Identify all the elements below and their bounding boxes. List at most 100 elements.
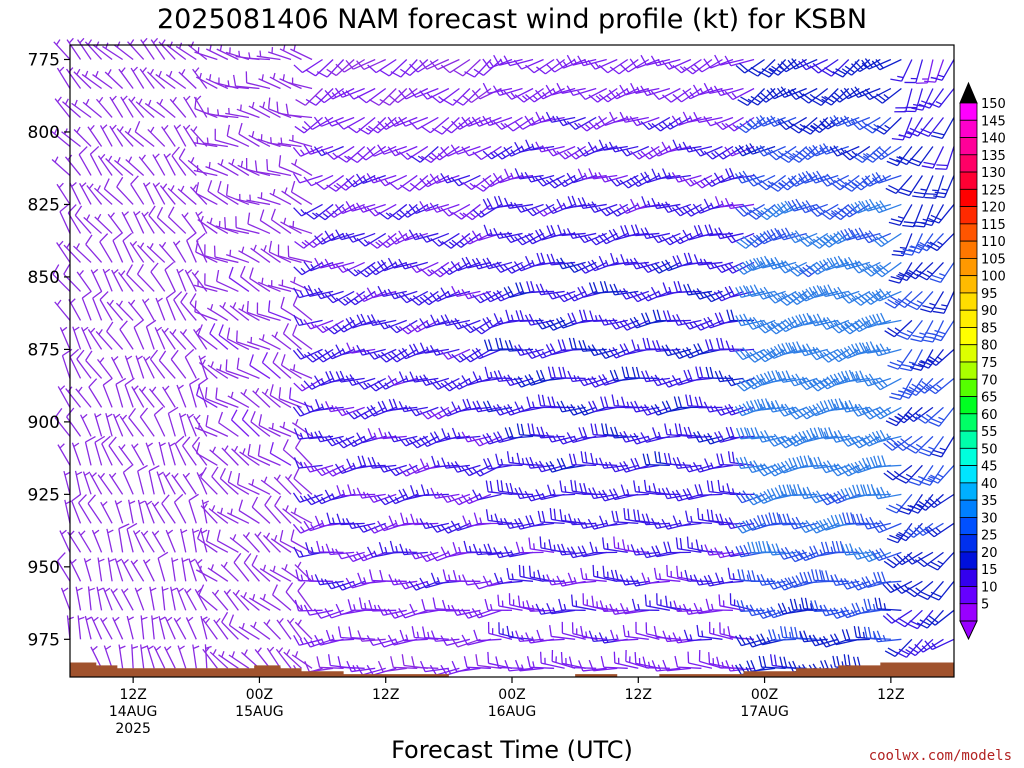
wind-barb	[186, 232, 197, 263]
wind-barb	[101, 435, 113, 466]
wind-barb	[661, 487, 692, 500]
wind-barb	[346, 290, 376, 306]
wind-barb	[240, 591, 260, 611]
wind-barb	[430, 630, 460, 642]
colorbar-swatch	[959, 257, 978, 277]
wind-barb	[314, 257, 344, 269]
wind-barb	[250, 244, 271, 263]
wind-barb	[482, 115, 513, 127]
wind-barb	[666, 564, 692, 582]
wind-barb	[387, 145, 418, 157]
wind-barb	[169, 96, 187, 118]
wind-barb	[431, 455, 460, 468]
wind-barb	[155, 70, 176, 90]
wind-barb	[145, 442, 155, 466]
wind-barb	[89, 472, 103, 495]
wind-barb	[493, 145, 523, 160]
wind-barb	[642, 453, 670, 467]
wind-barb	[400, 512, 428, 525]
wind-barb	[440, 173, 471, 184]
wind-barb	[515, 310, 544, 323]
wind-barb	[120, 95, 134, 118]
wind-barb	[429, 202, 460, 213]
wind-barb	[173, 124, 187, 147]
wind-barb	[153, 406, 166, 437]
wind-barb	[77, 37, 92, 60]
wind-barb	[610, 629, 639, 642]
wind-barb	[891, 233, 913, 257]
wind-barb	[267, 300, 292, 322]
wind-barb	[188, 493, 199, 524]
wind-barb	[546, 603, 576, 615]
wind-barb	[102, 42, 123, 61]
wind-barb	[555, 58, 586, 69]
wind-barb	[327, 654, 355, 669]
wind-barb	[290, 180, 313, 206]
wind-barb	[197, 215, 218, 234]
wind-barb	[163, 153, 176, 176]
wind-barb	[206, 303, 229, 321]
colorbar-swatch	[959, 568, 978, 587]
wind-barb	[811, 569, 839, 582]
wind-barb	[325, 203, 355, 218]
wind-barb	[213, 245, 239, 264]
wind-barb	[527, 423, 555, 438]
wind-barb	[924, 175, 945, 199]
wind-barb	[224, 80, 249, 90]
wind-barb	[525, 515, 555, 527]
wind-barb	[346, 261, 376, 277]
x-tick-label: 12Z	[877, 687, 904, 703]
wind-barb	[109, 124, 124, 147]
wind-barb	[174, 435, 187, 466]
wind-barb	[69, 348, 82, 379]
wind-barb	[197, 324, 218, 350]
wind-barb	[346, 660, 376, 673]
wind-barb	[254, 160, 281, 177]
wind-barb	[609, 111, 639, 123]
wind-barb	[336, 513, 365, 526]
wind-barb	[77, 615, 85, 640]
wind-barb	[192, 644, 200, 669]
wind-barb	[673, 396, 702, 409]
wind-barb	[52, 264, 71, 292]
wind-barb	[588, 659, 618, 672]
wind-barb	[146, 645, 155, 669]
wind-barb	[461, 431, 492, 443]
wind-barb	[420, 484, 449, 496]
wind-barb	[223, 589, 239, 611]
wind-barb	[536, 629, 565, 642]
wind-barb	[294, 561, 313, 582]
wind-barb	[515, 630, 544, 642]
wind-barb	[356, 145, 387, 161]
wind-barb	[674, 655, 702, 669]
wind-barb	[256, 302, 281, 322]
wind-barb	[184, 348, 197, 379]
wind-barb	[92, 290, 103, 321]
wind-barb	[609, 58, 639, 75]
wind-barb	[461, 256, 492, 269]
wind-barb	[537, 394, 565, 409]
wind-barb	[471, 347, 502, 360]
wind-barb	[388, 319, 418, 334]
wind-barb	[589, 541, 618, 554]
wind-barb	[62, 98, 81, 118]
wind-barb	[461, 608, 492, 619]
wind-barb	[155, 297, 166, 321]
colorbar-swatch	[959, 447, 978, 467]
x-tick-label: 2025	[115, 721, 151, 737]
wind-barb	[152, 182, 166, 205]
wind-barb	[493, 54, 523, 66]
wind-barb	[504, 339, 534, 352]
wind-barb	[188, 558, 197, 582]
wind-barb	[250, 410, 271, 437]
wind-barb	[539, 536, 565, 553]
wind-barb	[186, 413, 197, 437]
wind-barb	[619, 145, 650, 157]
wind-barb	[64, 154, 82, 176]
wind-barb	[179, 328, 197, 350]
wind-barb	[214, 128, 239, 148]
wind-barb	[497, 594, 523, 611]
wind-barb	[387, 257, 418, 269]
wind-barb	[180, 292, 197, 321]
wind-barb	[799, 455, 828, 468]
